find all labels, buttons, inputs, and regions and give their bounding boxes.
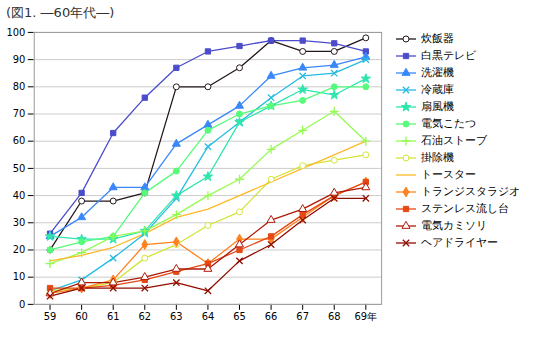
html-text:ヘアドライヤー: ヘアドライヤー	[421, 235, 498, 248]
svg-text:10: 10	[13, 271, 26, 282]
svg-text:62: 62	[138, 311, 151, 322]
svg-text:60: 60	[75, 311, 88, 322]
html-text:トランジスタラジオ: トランジスタラジオ	[421, 184, 520, 197]
svg-text:20: 20	[13, 244, 26, 255]
svg-text:67: 67	[296, 311, 309, 322]
html-text:ステンレス流し台: ステンレス流し台	[421, 201, 509, 214]
html-text:トースター: トースター	[421, 167, 476, 180]
html-text:洗濯機: 洗濯機	[421, 65, 454, 78]
html-text:炊飯器: 炊飯器	[421, 31, 454, 44]
html-text:石油ストーブ: 石油ストーブ	[421, 133, 487, 146]
html-text:電気こたつ: 電気こたつ	[421, 116, 476, 129]
html-text:掛除機: 掛除機	[421, 150, 454, 163]
svg-text:61: 61	[107, 311, 120, 322]
svg-text:40: 40	[13, 190, 26, 201]
svg-text:60: 60	[13, 135, 26, 146]
svg-text:69年: 69年	[355, 311, 378, 322]
svg-text:68: 68	[328, 311, 341, 322]
svg-text:90: 90	[13, 54, 26, 65]
svg-text:50: 50	[13, 163, 26, 174]
html-text:(図1. ―60年代―): (図1. ―60年代―)	[6, 5, 115, 20]
html-text:白黒テレビ: 白黒テレビ	[421, 48, 476, 61]
svg-text:59: 59	[44, 311, 57, 322]
svg-text:0: 0	[19, 299, 25, 310]
svg-text:30: 30	[13, 217, 26, 228]
svg-text:100: 100	[6, 27, 25, 38]
html-text:扇風機: 扇風機	[421, 99, 454, 112]
svg-text:70: 70	[13, 108, 26, 119]
svg-text:63: 63	[170, 311, 183, 322]
html-text:冷蔵庫: 冷蔵庫	[421, 82, 454, 95]
svg-text:65: 65	[233, 311, 246, 322]
html-text:電気カミソリ: 電気カミソリ	[421, 218, 487, 231]
svg-text:80: 80	[13, 81, 26, 92]
svg-text:64: 64	[202, 311, 215, 322]
svg-text:66: 66	[265, 311, 278, 322]
